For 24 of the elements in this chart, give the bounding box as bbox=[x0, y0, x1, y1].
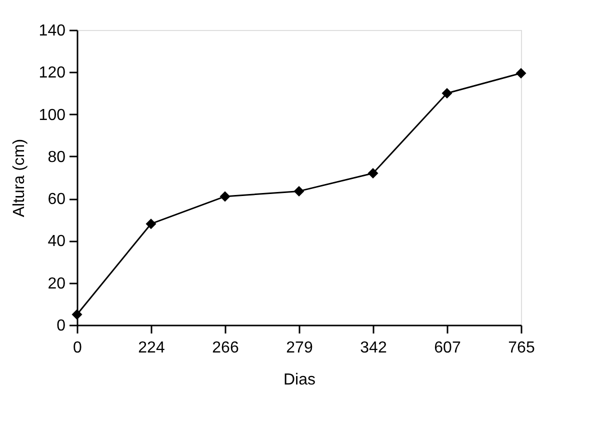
y-tick-label: 100 bbox=[38, 106, 66, 124]
y-tick-label: 60 bbox=[48, 191, 66, 208]
point bbox=[220, 191, 230, 202]
y-tick-label: 80 bbox=[48, 148, 66, 166]
x-tick-label: 342 bbox=[360, 340, 387, 356]
y-tick-label: 40 bbox=[48, 233, 66, 250]
y-axis-title: Altura (cm) bbox=[10, 138, 28, 218]
y-tick-label: 140 bbox=[38, 22, 66, 40]
point bbox=[442, 88, 452, 98]
x-tick-label: 607 bbox=[434, 340, 461, 356]
y-tick-label: 0 bbox=[56, 318, 66, 334]
point bbox=[146, 218, 156, 230]
x-tick-label: 266 bbox=[212, 340, 239, 356]
x-tick-label: 765 bbox=[508, 340, 535, 356]
point bbox=[294, 186, 304, 196]
y-tick-label: 20 bbox=[48, 275, 66, 292]
point bbox=[516, 68, 526, 78]
x-tick-label: 279 bbox=[286, 340, 313, 356]
x-tick-label: 224 bbox=[138, 340, 165, 356]
x-axis-title: Dias bbox=[283, 372, 316, 388]
point bbox=[368, 168, 378, 179]
point bbox=[72, 309, 82, 320]
x-tick-label: 0 bbox=[73, 340, 82, 356]
y-tick-label: 120 bbox=[38, 64, 66, 82]
